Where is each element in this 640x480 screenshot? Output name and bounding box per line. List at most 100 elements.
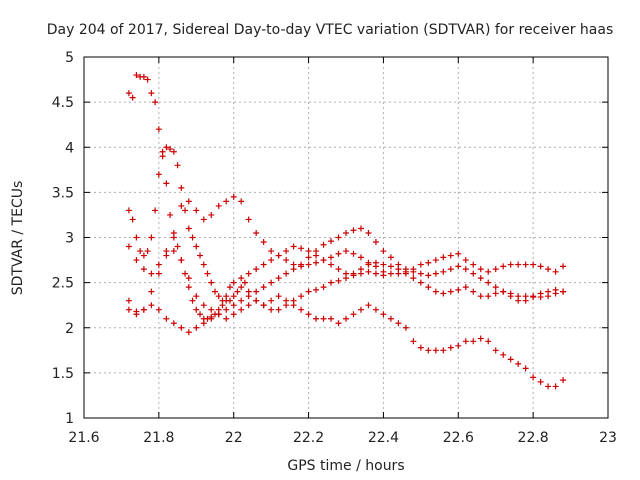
data-point	[155, 171, 162, 178]
data-point	[328, 279, 335, 286]
data-point	[425, 284, 432, 291]
data-point	[477, 266, 484, 273]
data-point	[148, 270, 155, 277]
data-point	[305, 261, 312, 268]
data-point	[320, 315, 327, 322]
data-point	[320, 257, 327, 264]
data-point	[238, 284, 245, 291]
data-point	[410, 275, 417, 282]
data-point	[350, 227, 357, 234]
data-point	[238, 297, 245, 304]
data-point	[395, 320, 402, 327]
data-point	[163, 252, 170, 259]
data-point	[305, 311, 312, 318]
data-point	[402, 324, 409, 331]
data-point	[260, 261, 267, 268]
data-point	[372, 239, 379, 246]
data-point	[185, 275, 192, 282]
data-point	[410, 338, 417, 345]
data-point	[253, 266, 260, 273]
data-point	[328, 254, 335, 261]
data-point	[230, 279, 237, 286]
data-point	[432, 257, 439, 264]
data-point	[447, 266, 454, 273]
y-tick-label: 1.5	[52, 366, 74, 382]
data-point	[365, 268, 372, 275]
data-point	[417, 344, 424, 351]
data-point	[268, 257, 275, 264]
data-point	[515, 360, 522, 367]
data-point	[440, 290, 447, 297]
data-point	[343, 275, 349, 282]
y-tick-label: 3	[65, 231, 74, 247]
data-point	[193, 324, 200, 331]
data-point	[238, 198, 245, 205]
data-point	[275, 306, 282, 313]
data-point	[387, 263, 394, 270]
data-point	[350, 272, 357, 279]
data-point	[178, 202, 185, 209]
data-point	[148, 302, 155, 309]
data-point	[159, 148, 166, 155]
data-point	[170, 248, 177, 255]
data-point	[208, 315, 215, 322]
data-point	[226, 297, 233, 304]
data-point	[226, 284, 233, 291]
data-point	[245, 293, 252, 300]
data-point	[200, 261, 207, 268]
data-point	[425, 272, 432, 279]
data-point	[507, 356, 514, 363]
data-point	[560, 263, 567, 270]
data-point	[365, 259, 372, 266]
data-point	[170, 229, 177, 236]
data-point	[545, 383, 552, 390]
data-point	[305, 254, 312, 261]
data-point	[328, 315, 335, 322]
data-point	[335, 320, 342, 327]
data-point	[178, 257, 185, 264]
data-point	[395, 261, 402, 268]
data-point	[140, 266, 147, 273]
data-point	[163, 180, 170, 187]
data-point	[185, 225, 192, 232]
data-point	[447, 252, 454, 259]
y-tick-label: 1	[65, 411, 74, 427]
data-point	[125, 297, 132, 304]
data-point	[470, 261, 477, 268]
data-point	[380, 248, 387, 255]
data-point	[193, 207, 200, 214]
y-tick-label: 5	[65, 50, 74, 66]
data-point	[253, 297, 260, 304]
data-points	[125, 72, 567, 390]
x-tick-labels: 21.6 21.8 22 22.2 22.4 22.6 22.8 23	[68, 430, 617, 446]
data-point	[133, 234, 140, 241]
data-point	[155, 270, 162, 277]
data-point	[260, 284, 267, 291]
data-point	[432, 347, 439, 354]
x-tick-label: 22.2	[293, 430, 324, 446]
data-point	[245, 302, 252, 309]
data-point	[350, 250, 357, 257]
data-point	[163, 315, 170, 322]
data-point	[545, 293, 552, 300]
grid-lines	[84, 57, 608, 418]
data-point	[492, 284, 499, 291]
y-tick-label: 4.5	[52, 95, 74, 111]
data-point	[170, 320, 177, 327]
data-point	[447, 344, 454, 351]
series-track-4	[125, 193, 567, 277]
data-point	[208, 306, 215, 313]
data-point	[215, 311, 222, 318]
data-point	[313, 259, 320, 266]
data-point	[313, 315, 320, 322]
data-point	[260, 302, 267, 309]
x-tick-label: 21.8	[143, 430, 174, 446]
data-point	[530, 374, 537, 381]
data-point	[193, 306, 200, 313]
data-point	[238, 306, 245, 313]
data-point	[230, 293, 237, 300]
data-point	[417, 261, 424, 268]
y-axis-title: SDTVAR / TECUs	[10, 181, 26, 296]
data-point	[328, 261, 335, 268]
